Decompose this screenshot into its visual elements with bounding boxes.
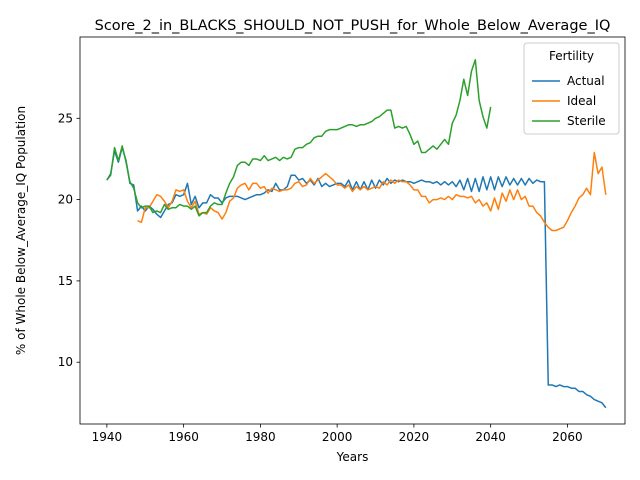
- y-tick-label: 10: [58, 355, 73, 369]
- x-axis-label: Years: [336, 450, 369, 464]
- x-tick-label: 2020: [399, 430, 430, 444]
- plot-frame: [79, 36, 626, 425]
- legend-box: [523, 42, 620, 135]
- x-tick-label: 1960: [168, 430, 199, 444]
- series-line-sterile: [106, 59, 492, 217]
- series-line-actual: [106, 146, 607, 409]
- legend-entries: Actual Ideal Sterile: [532, 74, 606, 128]
- x-tick-label: 2040: [475, 430, 506, 444]
- series-line-ideal: [137, 151, 607, 232]
- legend-label-actual: Actual: [567, 74, 605, 88]
- x-tick-label: 2060: [552, 430, 583, 444]
- y-axis-ticks: 10 15 20 25: [58, 111, 80, 369]
- series-lines: [106, 59, 607, 409]
- legend-label-ideal: Ideal: [567, 94, 596, 108]
- legend-label-sterile: Sterile: [567, 114, 606, 128]
- legend: Fertility Actual Ideal Sterile: [523, 42, 620, 135]
- legend-title: Fertility: [549, 49, 594, 63]
- y-tick-label: 25: [58, 111, 73, 125]
- y-tick-label: 15: [58, 274, 73, 288]
- chart-title: Score_2_in_BLACKS_SHOULD_NOT_PUSH_for_Wh…: [95, 18, 611, 34]
- x-tick-label: 1940: [92, 430, 123, 444]
- x-tick-label: 1980: [245, 430, 276, 444]
- y-axis-label: % of Whole Below_Average_IQ Population: [14, 106, 28, 355]
- y-tick-label: 20: [58, 193, 73, 207]
- x-tick-label: 2000: [322, 430, 353, 444]
- x-axis-ticks: 1940 1960 1980 2000 2020 2040 2060: [92, 424, 583, 444]
